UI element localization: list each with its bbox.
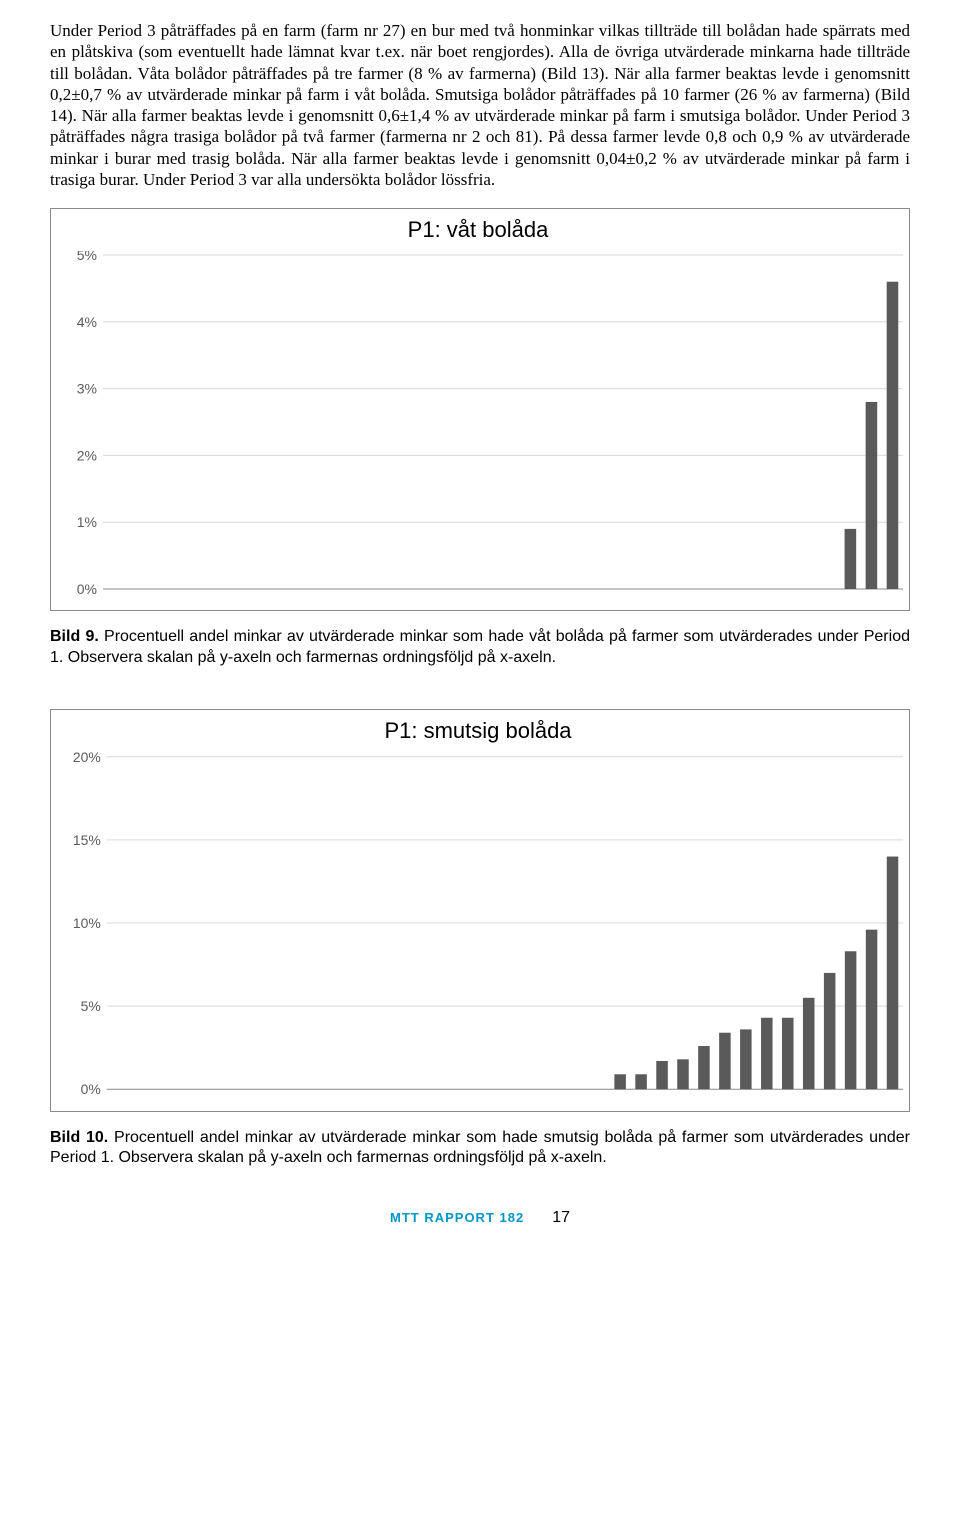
- bar: [740, 1029, 752, 1089]
- svg-text:20%: 20%: [73, 752, 101, 765]
- body-paragraph: Under Period 3 påträffades på en farm (f…: [50, 20, 910, 190]
- bar: [845, 951, 857, 1089]
- page: Under Period 3 påträffades på en farm (f…: [0, 0, 960, 1257]
- svg-text:5%: 5%: [77, 251, 97, 263]
- svg-text:4%: 4%: [77, 314, 97, 330]
- bar: [803, 997, 815, 1088]
- bar: [719, 1032, 731, 1089]
- caption-1-label: Bild 9.: [50, 628, 99, 645]
- bar: [614, 1074, 626, 1089]
- bar: [824, 972, 836, 1088]
- svg-text:0%: 0%: [81, 1081, 101, 1097]
- bar: [866, 929, 878, 1089]
- bar: [782, 1017, 794, 1088]
- chart-1-container: P1: våt bolåda 0% 1% 2% 3% 4% 5%: [50, 208, 910, 611]
- chart-2-title: P1: smutsig bolåda: [57, 718, 899, 744]
- footer-page-number: 17: [552, 1209, 570, 1227]
- svg-text:5%: 5%: [81, 998, 101, 1014]
- svg-text:2%: 2%: [77, 447, 97, 463]
- chart-1: 0% 1% 2% 3% 4% 5%: [57, 251, 903, 601]
- caption-2: Bild 10. Procentuell andel minkar av utv…: [50, 1128, 910, 1170]
- bar: [887, 282, 899, 589]
- caption-2-label: Bild 10.: [50, 1129, 108, 1146]
- svg-text:1%: 1%: [77, 514, 97, 530]
- bar: [887, 856, 899, 1089]
- chart-1-title: P1: våt bolåda: [57, 217, 899, 243]
- page-footer: MTT RAPPORT 182 17: [50, 1209, 910, 1227]
- bar: [866, 402, 878, 589]
- chart-2-container: P1: smutsig bolåda 0% 5% 10% 15% 20%: [50, 709, 910, 1112]
- svg-text:15%: 15%: [73, 831, 101, 847]
- bar: [677, 1059, 689, 1089]
- caption-2-text: Procentuell andel minkar av utvärderade …: [50, 1129, 910, 1167]
- svg-text:3%: 3%: [77, 381, 97, 397]
- bar: [656, 1061, 668, 1089]
- svg-text:0%: 0%: [77, 581, 97, 597]
- caption-1-text: Procentuell andel minkar av utvärderade …: [50, 628, 910, 666]
- footer-report-label: MTT RAPPORT 182: [390, 1210, 524, 1225]
- bar: [845, 529, 857, 589]
- bar: [635, 1074, 647, 1089]
- chart-2: 0% 5% 10% 15% 20%: [57, 752, 903, 1102]
- bar: [761, 1017, 773, 1088]
- caption-1: Bild 9. Procentuell andel minkar av utvä…: [50, 627, 910, 669]
- svg-text:10%: 10%: [73, 915, 101, 931]
- bar: [698, 1046, 710, 1089]
